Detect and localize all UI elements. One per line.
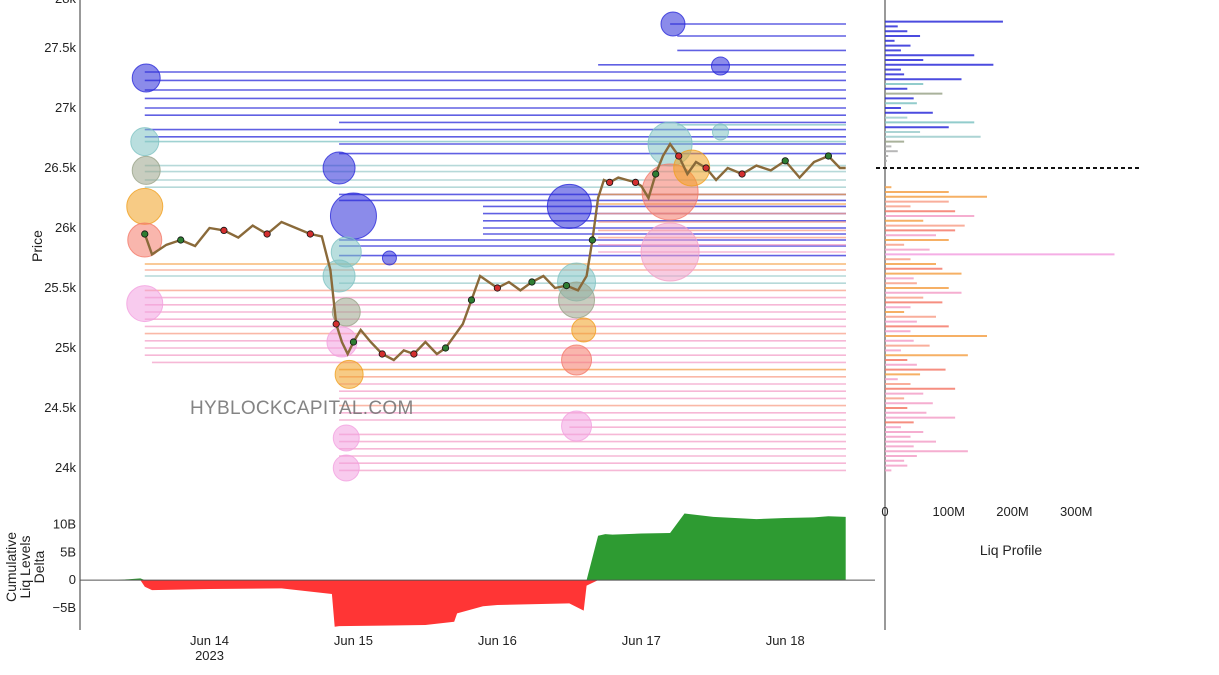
price-y-tick-label: 26k [55, 220, 76, 235]
liq-bubble [131, 155, 161, 185]
liq-bubble [331, 297, 361, 327]
liq-bubble [561, 410, 593, 442]
price-point [781, 157, 789, 165]
price-point [141, 230, 149, 238]
x-tick-label: Jun 18 [766, 633, 805, 648]
profile-x-tick-label: 300M [1060, 504, 1093, 519]
liq-bubble [640, 222, 700, 282]
x-tick-label: Jun 17 [622, 633, 661, 648]
price-point [378, 350, 386, 358]
liq-bubble [332, 454, 360, 482]
liq-bubble [131, 63, 161, 93]
price-point [263, 230, 271, 238]
price-y-tick-label: 24k [55, 460, 76, 475]
liq-bubble [571, 317, 597, 343]
liq-bubble [334, 359, 364, 389]
x-tick-label: Jun 15 [334, 633, 373, 648]
price-line [143, 141, 846, 362]
price-point [493, 284, 501, 292]
price-y-tick-label: 24.5k [44, 400, 76, 415]
liq-bubble [130, 127, 160, 157]
liq-bubble [126, 285, 164, 323]
price-panel: 24k 24.5k 25k 25.5k 26k 26.5k 27k 27.5k 28k Price [29, 0, 1140, 630]
liq-bubble [381, 250, 397, 266]
price-point [562, 281, 571, 290]
price-point [588, 236, 596, 244]
delta-axis-title-line: Delta [31, 550, 47, 583]
liq-bubble [561, 344, 593, 376]
price-point [332, 320, 340, 328]
price-point [177, 236, 185, 244]
profile-x-tick-label: 100M [932, 504, 965, 519]
delta-axis-title-line: Liq Levels [17, 535, 33, 598]
price-axis-title: Price [29, 230, 45, 262]
price-point [652, 170, 660, 178]
price-y-tick-label: 27k [55, 100, 76, 115]
delta-y-tick-label: −5B [53, 600, 77, 615]
liq-bubble [127, 222, 163, 258]
price-point [528, 278, 536, 286]
price-y-tick-label: 27.5k [44, 40, 76, 55]
delta-y-tick-label: 0 [69, 572, 76, 587]
liq-bubble [546, 183, 592, 229]
delta-axis-title-line: Cumulative [3, 532, 19, 602]
price-point [824, 152, 833, 160]
liq-bubble [322, 151, 356, 185]
liq-bubble [710, 56, 730, 76]
delta-negative-area [116, 580, 846, 627]
watermark-text: HYBLOCKCAPITAL.COM [190, 398, 414, 419]
price-point [631, 178, 640, 186]
price-y-tick-label-partial: 28k [55, 0, 76, 6]
x-tick-label: Jun 16 [478, 633, 517, 648]
price-y-tick-label: 25.5k [44, 280, 76, 295]
x-tick-label: Jun 14 [190, 633, 229, 648]
delta-y-tick-label: 5B [60, 544, 76, 559]
delta-y-tick-label: 10B [53, 517, 76, 532]
liq-bubble [332, 424, 360, 452]
price-point [306, 230, 314, 238]
price-point [467, 296, 476, 304]
liq-bubble [711, 123, 729, 141]
liq-profile-panel: 0 100M 200M 300M Liq Profile [881, 0, 1115, 630]
profile-x-tick-label: 0 [881, 504, 888, 519]
price-point [349, 338, 358, 346]
liq-bubble [126, 187, 164, 225]
liq-bubble [660, 11, 686, 37]
liq-bubble [558, 281, 596, 319]
price-point [220, 226, 228, 234]
price-y-tick-label: 25k [55, 340, 76, 355]
price-point [441, 344, 450, 352]
price-point [738, 170, 746, 178]
liq-bubble [329, 192, 377, 240]
profile-x-tick-label: 200M [996, 504, 1029, 519]
profile-axis-title: Liq Profile [980, 542, 1042, 558]
price-y-tick-label: 26.5k [44, 160, 76, 175]
x-year-label: 2023 [195, 648, 224, 663]
delta-positive-area [116, 513, 846, 581]
price-point [606, 178, 614, 186]
price-point [702, 164, 710, 172]
price-point [410, 350, 418, 358]
price-point [675, 152, 683, 160]
